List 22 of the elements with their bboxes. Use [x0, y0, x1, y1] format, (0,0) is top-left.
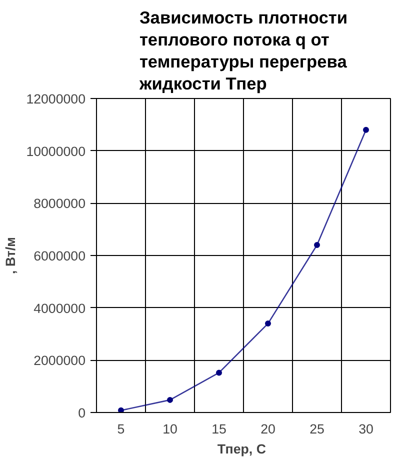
y-axis-title: , Вт/м: [3, 237, 18, 274]
point: [118, 407, 124, 412]
y-tick-label: 12000000: [26, 92, 86, 106]
point: [265, 320, 271, 327]
y-tick-label: 2000000: [34, 353, 86, 368]
x-tick-label: 20: [260, 422, 276, 436]
y-tick-label: 4000000: [34, 300, 86, 316]
x-tick-label: 25: [310, 422, 324, 436]
point: [314, 242, 320, 248]
y-tick-label: 6000000: [34, 248, 86, 264]
x-tick-label: 5: [117, 422, 125, 436]
chart-title: Зависимость плотности теплового потока q от температуры перегрева жидкости Тпер: [138, 8, 348, 94]
point: [216, 370, 222, 376]
point: [363, 126, 369, 133]
y-tick-label: 8000000: [34, 196, 86, 212]
point: [167, 396, 173, 403]
x-tick-label: 15: [212, 422, 226, 436]
x-axis-title: Тпер, С: [217, 442, 266, 456]
x-tick-label: 10: [162, 422, 178, 436]
y-tick-label: 0: [78, 406, 86, 420]
y-tick-label: 10000000: [26, 144, 86, 159]
x-tick-label: 30: [358, 422, 374, 436]
